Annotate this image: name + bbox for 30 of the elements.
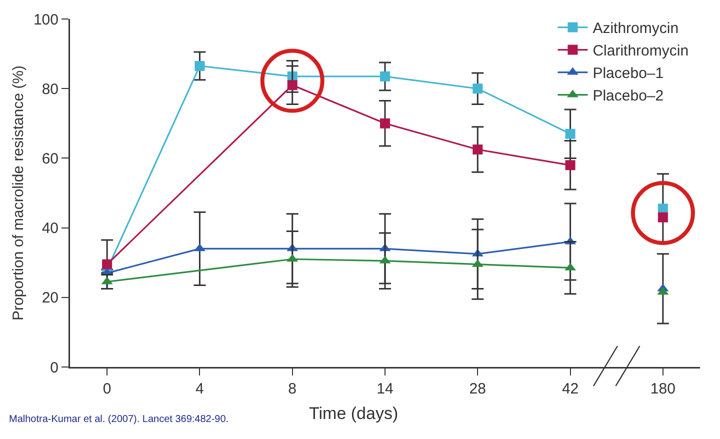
y-tick-label: 100 [33,11,58,28]
x-tick-label: 42 [562,380,579,398]
point [658,204,668,214]
point [380,118,390,128]
point [194,60,205,71]
y-tick-label: 80 [42,80,58,98]
x-axis-title: Time (days) [309,404,398,423]
y-axis-title: Proportion of macrolide resistance (%) [10,65,27,321]
point [472,84,483,94]
x-tick-label: 180 [650,380,676,398]
y-tick-label: 20 [42,290,58,307]
y-tick-label: 40 [42,220,58,238]
point [658,212,668,222]
legend-label: Clarithromycin [592,42,689,60]
point [287,80,298,90]
legend-label: Placebo–2 [592,88,664,105]
y-tick-label: 0 [50,359,58,376]
legend-label: Placebo–1 [592,65,664,82]
x-tick-label: 4 [196,380,204,398]
point [380,71,390,82]
point [472,144,483,154]
text: Malhotra-Kumar et al. (2007). Lancet 369:482-90. [9,414,229,425]
x-tick-label: 8 [288,380,297,398]
y-tick-label: 60 [42,150,58,168]
point [565,160,576,170]
x-tick-label: 28 [469,380,486,398]
point [565,128,576,139]
x-tick-label: 14 [376,380,394,398]
legend-label: Azithromycin [592,20,679,38]
x-tick-label: 0 [102,380,112,398]
